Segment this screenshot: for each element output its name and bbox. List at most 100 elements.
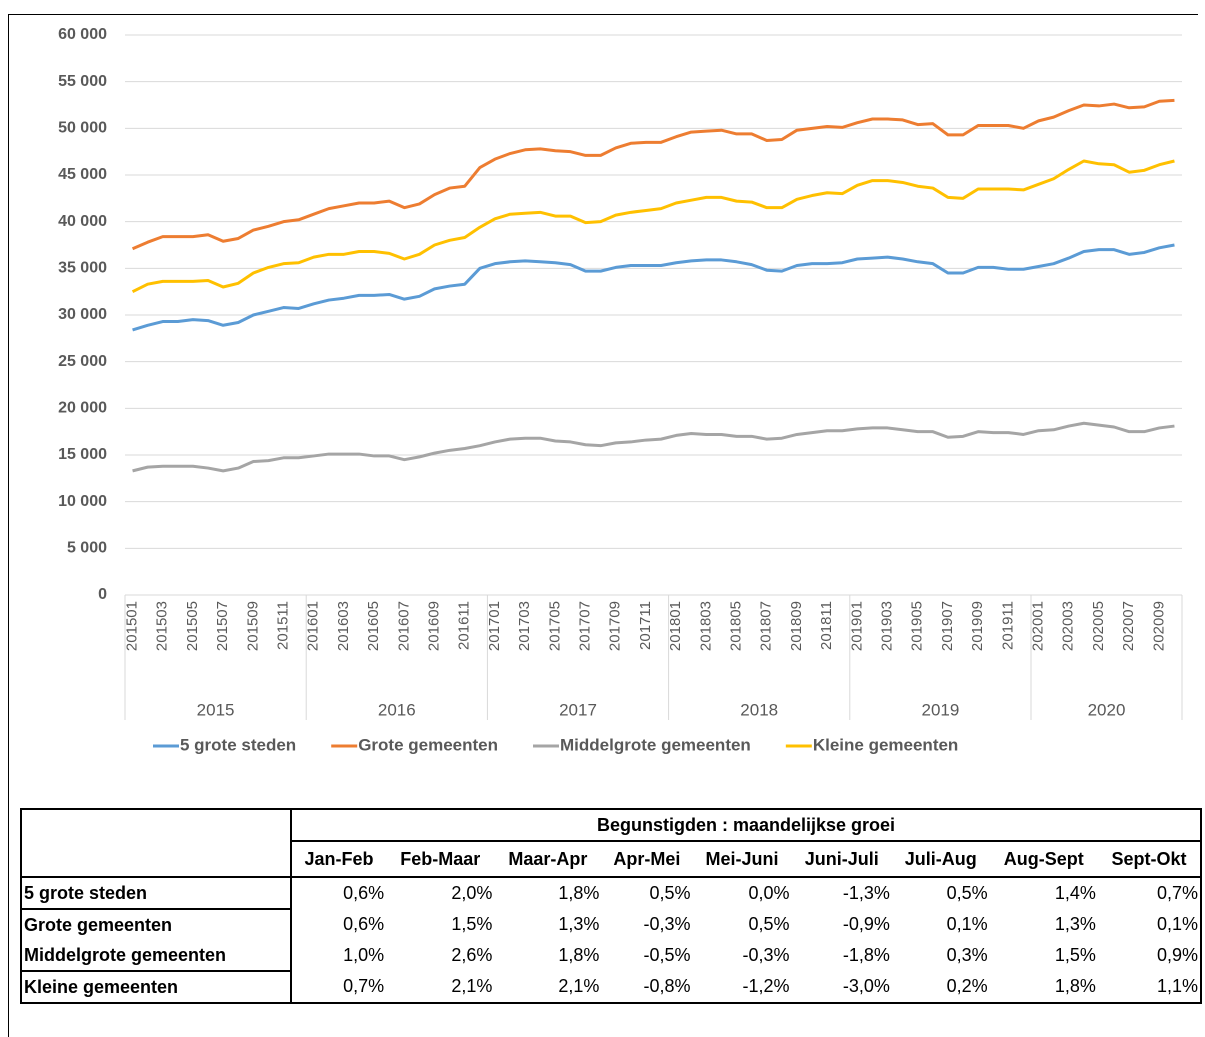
series-line — [131, 98, 1175, 251]
x-tick-label: 201801 — [667, 601, 684, 651]
table-cell: 0,7% — [291, 971, 387, 1004]
table-cell: 0,0% — [692, 876, 792, 909]
y-tick-label: 30 000 — [58, 306, 107, 323]
column-header: Jan-Feb — [304, 848, 374, 869]
series-line — [132, 243, 1175, 332]
x-tick-label: 201901 — [848, 601, 865, 651]
table-cell: 1,5% — [1054, 945, 1096, 965]
y-tick-label: 0 — [98, 586, 107, 603]
table-title: Begunstigden : maandelijkse groei — [290, 808, 1202, 842]
x-tick-label: 201507 — [214, 601, 231, 651]
table-cell: 1,0% — [343, 945, 385, 965]
table-cell: 2,6% — [451, 945, 493, 965]
x-tick-label: 201601 — [305, 601, 322, 651]
corner-cell — [20, 808, 292, 878]
x-tick-label: 201807 — [758, 601, 775, 651]
row-label: 5 grote steden — [20, 876, 292, 910]
table-cell: 2,0% — [386, 876, 495, 909]
column-header: Aug-Sept — [1003, 848, 1084, 869]
table-row: Grote gemeenten 0,6% 1,5% 1,3% -0,3% 0,5% -0,9… — [20, 909, 1203, 940]
y-tick-label: 35 000 — [58, 260, 107, 277]
x-tick-label: 201809 — [788, 601, 805, 651]
x-tick-label: 201609 — [426, 601, 443, 651]
row-label: Kleine gemeenten — [20, 970, 292, 1004]
table-cell: 1,3% — [558, 914, 600, 934]
x-tick-label: 201711 — [637, 601, 654, 650]
y-tick-label: 20 000 — [58, 400, 107, 417]
x-tick-label: 201603 — [335, 601, 352, 651]
x-tick-label: 202001 — [1030, 601, 1047, 651]
row-label: Middelgrote gemeenten — [20, 940, 292, 971]
table-cell: -1,3% — [791, 876, 892, 909]
table-cell: 1,8% — [558, 945, 600, 965]
x-tick-label: 201703 — [516, 601, 533, 651]
x-tick-label: 201707 — [577, 601, 594, 651]
x-tick-label: 202009 — [1150, 601, 1167, 651]
table-cell: 0,5% — [748, 914, 790, 934]
table-cell: 0,6% — [291, 876, 387, 909]
x-tick-label: 201701 — [486, 601, 503, 651]
x-group-label: 2020 — [1088, 700, 1126, 719]
x-tick-label: 202005 — [1090, 601, 1107, 651]
table-cell: -3,0% — [791, 971, 892, 1004]
table-cell: 0,7% — [1097, 876, 1203, 909]
row-label: Grote gemeenten — [20, 909, 292, 940]
x-tick-label: 201511 — [275, 601, 292, 650]
table-cell: -1,2% — [692, 971, 792, 1004]
column-header: Maar-Apr — [508, 848, 588, 869]
table-cell: 0,3% — [946, 945, 988, 965]
legend-label: Grote gemeenten — [358, 735, 498, 754]
table-cell: 1,8% — [989, 971, 1098, 1004]
y-tick-label: 15 000 — [58, 446, 107, 463]
column-header: Feb-Maar — [400, 848, 481, 869]
table-cell: 1,5% — [451, 914, 493, 934]
table-cell: -0,3% — [643, 914, 691, 934]
table-cell: 1,1% — [1097, 971, 1203, 1004]
x-tick-label: 201811 — [818, 601, 835, 650]
column-header: Juli-Aug — [904, 848, 977, 869]
x-tick-label: 201905 — [909, 601, 926, 651]
table-cell: 0,2% — [891, 971, 990, 1004]
x-tick-label: 202003 — [1060, 601, 1077, 651]
x-tick-label: 201611 — [456, 601, 473, 650]
x-tick-label: 201501 — [124, 601, 141, 651]
y-tick-label: 5 000 — [67, 540, 107, 557]
x-tick-label: 201903 — [879, 601, 896, 651]
legend-label: Kleine gemeenten — [813, 735, 959, 754]
x-tick-label: 201503 — [154, 601, 171, 651]
y-tick-label: 55 000 — [58, 73, 107, 90]
column-header: Apr-Mei — [613, 848, 681, 869]
column-header: Mei-Juni — [705, 848, 779, 869]
title-row: Begunstigden : maandelijkse groei — [20, 808, 1202, 878]
table-cell: -1,8% — [842, 945, 890, 965]
x-tick-label: 201805 — [728, 601, 745, 651]
x-tick-label: 201605 — [365, 601, 382, 651]
table-cell: 2,1% — [494, 971, 602, 1004]
y-tick-label: 25 000 — [58, 353, 107, 370]
x-tick-label: 202007 — [1120, 601, 1137, 651]
column-header: Sept-Okt — [1097, 841, 1203, 877]
x-tick-label: 201505 — [184, 601, 201, 651]
table-cell: 1,3% — [1054, 914, 1096, 934]
x-tick-label: 201709 — [607, 601, 624, 651]
y-tick-label: 10 000 — [58, 493, 107, 510]
x-tick-label: 201803 — [697, 601, 714, 651]
legend-label: 5 grote steden — [180, 735, 296, 754]
frame — [8, 14, 1198, 1037]
y-tick-label: 40 000 — [58, 213, 107, 230]
column-header: Juni-Juli — [804, 848, 879, 869]
y-tick-label: 45 000 — [58, 166, 107, 183]
x-group-label: 2015 — [197, 700, 235, 719]
table-cell: 0,5% — [601, 876, 693, 909]
x-tick-label: 201911 — [999, 601, 1016, 650]
x-tick-label: 201909 — [969, 601, 986, 651]
table-cell: 0,6% — [343, 914, 385, 934]
header-row: Jan-Feb Feb-Maar Maar-Apr Apr-Mei Mei-Juni Ju… — [21, 841, 1203, 877]
x-group-label: 2016 — [378, 700, 416, 719]
x-tick-label: 201509 — [244, 601, 261, 651]
legend-label: Middelgrote gemeenten — [560, 735, 751, 754]
y-tick-label: 50 000 — [58, 120, 107, 137]
table-row: Kleine gemeenten 0,7% 2,1% 2,1% -0,8% -1,2% -3… — [20, 970, 1203, 1004]
table-cell: 0,9% — [1097, 940, 1203, 971]
